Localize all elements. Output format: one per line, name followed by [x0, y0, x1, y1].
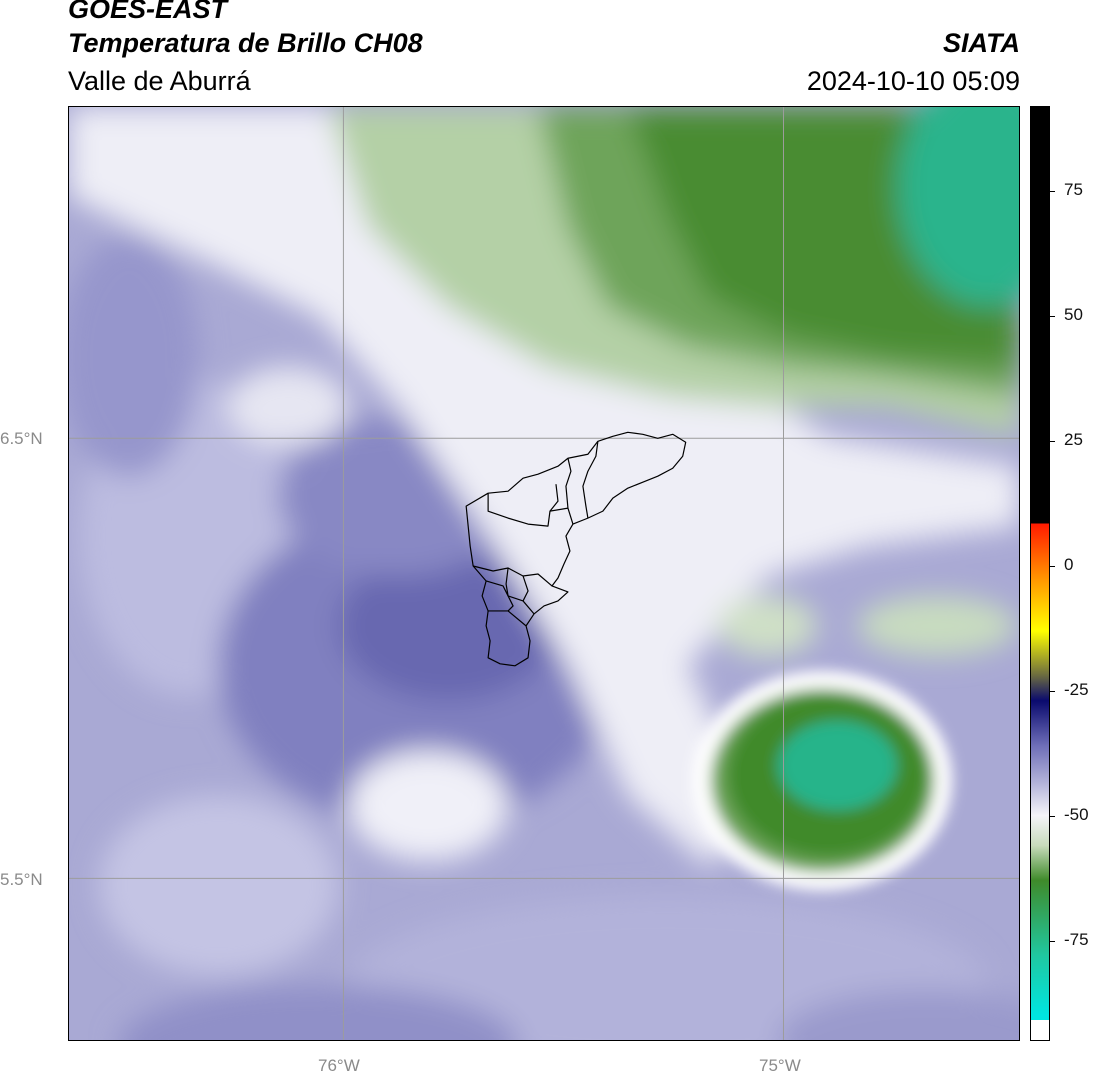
lat-label-6-5: 6.5°N — [0, 429, 43, 448]
map-canvas — [69, 107, 1019, 1040]
boundary-inner-1 — [487, 484, 559, 527]
temperature-field — [69, 107, 1019, 1040]
brightness-temperature-map — [68, 106, 1020, 1041]
boundary-inner-5 — [473, 565, 553, 587]
boundary-inner-3 — [565, 458, 572, 509]
agency-label: SIATA — [943, 28, 1020, 58]
lon-label-76: 76°W — [318, 1056, 360, 1075]
lat-label-5-5: 5.5°N — [0, 870, 43, 889]
boundary-inner-8 — [505, 567, 514, 612]
colorbar-tick-label: 75 — [1064, 180, 1083, 199]
colorbar-tick-label: 50 — [1064, 305, 1083, 324]
colorbar-tick-mark — [1050, 566, 1055, 567]
boundary-inner-9 — [522, 575, 529, 602]
colorbar-tick-label: -75 — [1064, 930, 1089, 949]
colorbar-tick-label: 25 — [1064, 430, 1083, 449]
municipal-boundaries — [465, 431, 687, 667]
colorbar-tick-label: -25 — [1064, 680, 1089, 699]
region-label: Valle de Aburrá — [68, 66, 251, 96]
boundary-outline — [465, 431, 687, 667]
colorbar-tick-mark — [1050, 441, 1055, 442]
colorbar-tick-label: 0 — [1064, 555, 1074, 574]
colorbar-tick-mark — [1050, 191, 1055, 192]
warm-cell — [692, 670, 953, 891]
lon-label-75: 75°W — [759, 1056, 801, 1075]
colorbar-tick-label: -50 — [1064, 805, 1089, 824]
colorbar-tick-mark — [1050, 816, 1055, 817]
gridlines — [69, 107, 1019, 1040]
colorbar — [1030, 106, 1050, 1041]
datetime-label: 2024-10-10 05:09 — [806, 66, 1020, 96]
product-title: Temperatura de Brillo CH08 — [68, 28, 423, 58]
colorbar-tick-mark — [1050, 316, 1055, 317]
colorbar-tick-mark — [1050, 691, 1055, 692]
boundary-inner-4 — [582, 441, 599, 519]
satellite-title: GOES-EAST — [68, 0, 228, 24]
colorbar-tick-mark — [1050, 941, 1055, 942]
